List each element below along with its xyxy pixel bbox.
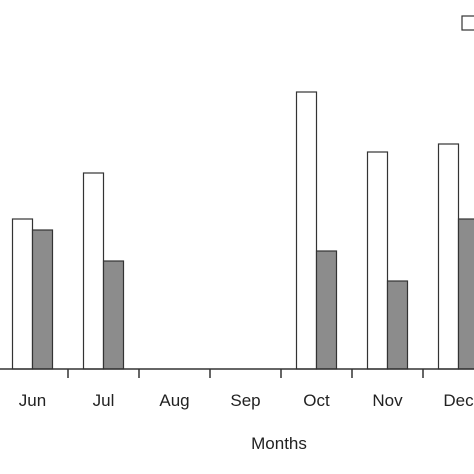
x-tick-label-jun: Jun	[19, 391, 46, 410]
bar-series-2-dec	[457, 218, 474, 370]
bar-series-2-jun	[31, 229, 54, 370]
x-tick-label-oct: Oct	[303, 391, 330, 410]
x-tick-label-nov: Nov	[372, 391, 403, 410]
bar-series-2-nov	[386, 280, 409, 370]
bar-series-1-oct	[295, 91, 318, 370]
bar-series-1-jun	[11, 218, 34, 370]
x-tick-label-aug: Aug	[159, 391, 189, 410]
bar-series-2-jul	[102, 260, 125, 370]
bar-series-1-jul	[82, 172, 105, 370]
x-tick-label-jul: Jul	[93, 391, 115, 410]
bar-series-1-dec	[437, 143, 460, 370]
bars-layer	[11, 91, 474, 370]
x-axis-title: Months	[251, 434, 307, 453]
x-tick-label-sep: Sep	[230, 391, 260, 410]
x-ticks	[67, 369, 424, 378]
x-tick-labels: Jun Jul Aug Sep Oct Nov Dec	[19, 391, 474, 410]
legend-swatch-series-1	[461, 15, 474, 31]
x-tick-label-dec: Dec	[443, 391, 474, 410]
bar-series-1-nov	[366, 151, 389, 370]
bar-series-2-oct	[315, 250, 338, 370]
